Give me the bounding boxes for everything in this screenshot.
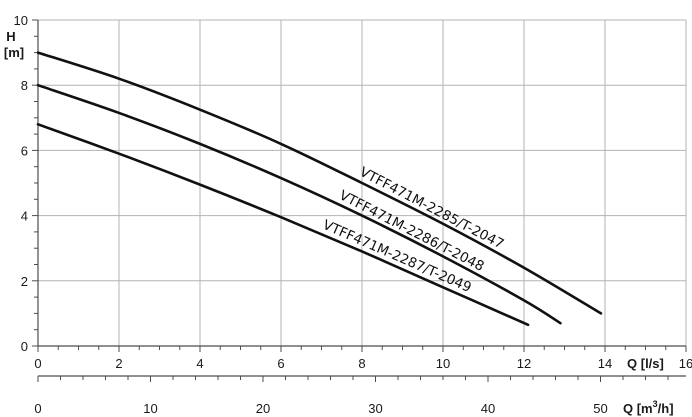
y-tick-label: 4	[21, 209, 28, 224]
curves	[36, 51, 603, 327]
x2-tick-label: 30	[368, 401, 382, 416]
y-axis-name: H	[6, 29, 15, 44]
x-tick-label: 8	[358, 356, 365, 371]
curve-series-2	[36, 83, 562, 325]
x-tick-label: 2	[115, 356, 122, 371]
x-tick-label: 4	[196, 356, 203, 371]
x-axis-name: Q	[627, 356, 641, 371]
x-tick-label: 14	[598, 356, 612, 371]
x2-axis-unit-end: /h]	[658, 401, 674, 416]
curve-series-1	[36, 51, 603, 315]
x-tick-label: 12	[517, 356, 531, 371]
x-axis-unit: [l/s]	[641, 356, 664, 371]
x2-tick-label: 0	[34, 401, 41, 416]
y-tick-label: 2	[21, 274, 28, 289]
x-tick-label: 10	[436, 356, 450, 371]
axes	[32, 19, 687, 382]
x-tick-label: 6	[277, 356, 284, 371]
x2-axis-title: Q [m3/h]	[623, 399, 674, 416]
y-tick-label: 10	[14, 13, 28, 28]
x-tick-label: 0	[34, 356, 41, 371]
x-tick-label: 16	[679, 356, 692, 371]
x2-tick-label: 20	[256, 401, 270, 416]
x-axis-title: Q [l/s]	[627, 356, 664, 371]
y-axis-unit: [m]	[4, 45, 24, 60]
x2-axis-unit-sup: 3	[653, 399, 658, 409]
curve-series-3	[36, 123, 530, 327]
x2-tick-label: 50	[593, 401, 607, 416]
y-tick-label: 0	[21, 339, 28, 354]
x2-axis-name: Q [m	[623, 401, 653, 416]
x2-tick-label: 10	[143, 401, 157, 416]
y-tick-label: 8	[21, 78, 28, 93]
y-tick-label: 6	[21, 143, 28, 158]
grid	[38, 19, 687, 346]
x2-tick-label: 40	[481, 401, 495, 416]
